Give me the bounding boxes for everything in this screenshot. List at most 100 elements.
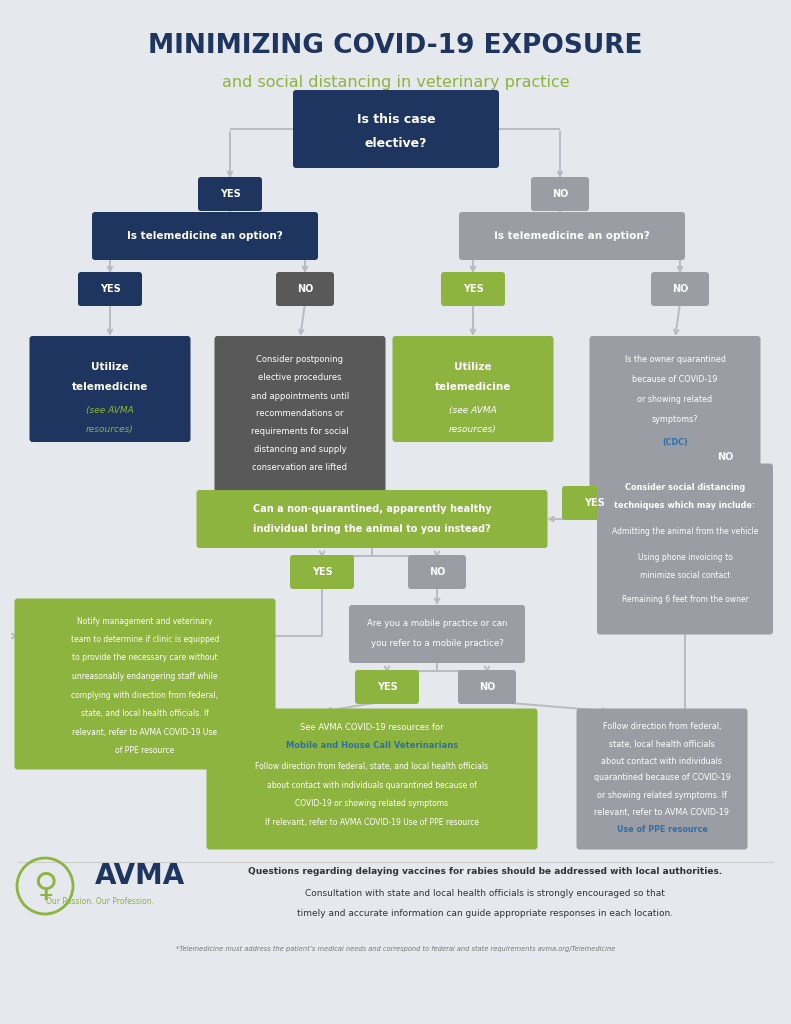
Text: telemedicine: telemedicine [72, 382, 148, 392]
FancyBboxPatch shape [562, 486, 626, 520]
Text: about contact with individuals quarantined because of: about contact with individuals quarantin… [267, 780, 477, 790]
Text: YES: YES [220, 189, 240, 199]
FancyBboxPatch shape [92, 212, 318, 260]
Text: or showing related symptoms. If: or showing related symptoms. If [597, 792, 727, 801]
Text: to provide the necessary care without: to provide the necessary care without [72, 653, 218, 663]
Text: timely and accurate information can guide appropriate responses in each location: timely and accurate information can guid… [297, 909, 673, 919]
Text: distancing and supply: distancing and supply [254, 445, 346, 455]
Text: YES: YES [463, 284, 483, 294]
Text: Admitting the animal from the vehicle: Admitting the animal from the vehicle [611, 526, 759, 536]
Text: Notify management and veterinary: Notify management and veterinary [78, 616, 213, 626]
FancyBboxPatch shape [29, 336, 191, 442]
Text: quarantined because of COVID-19: quarantined because of COVID-19 [593, 773, 730, 782]
Text: recommendations or: recommendations or [256, 410, 344, 419]
Text: Mobile and House Call Veterinarians: Mobile and House Call Veterinarians [286, 741, 458, 751]
FancyBboxPatch shape [408, 555, 466, 589]
Text: Follow direction from federal,: Follow direction from federal, [603, 723, 721, 731]
Text: state, and local health officials. If: state, and local health officials. If [81, 709, 209, 718]
Text: elective?: elective? [365, 136, 427, 150]
Text: and social distancing in veterinary practice: and social distancing in veterinary prac… [221, 75, 570, 89]
Text: unreasonably endangering staff while: unreasonably endangering staff while [72, 672, 218, 681]
FancyBboxPatch shape [290, 555, 354, 589]
Text: Using phone invoicing to: Using phone invoicing to [638, 553, 732, 561]
Text: See AVMA COVID-19 resources for: See AVMA COVID-19 resources for [301, 723, 444, 731]
Text: of PPE resource: of PPE resource [115, 746, 175, 755]
FancyBboxPatch shape [651, 272, 709, 306]
FancyBboxPatch shape [349, 605, 525, 663]
Text: Are you a mobile practice or can: Are you a mobile practice or can [367, 620, 507, 629]
Text: resources): resources) [86, 425, 134, 433]
Text: requirements for social: requirements for social [252, 427, 349, 436]
Text: you refer to a mobile practice?: you refer to a mobile practice? [371, 640, 503, 648]
Text: Use of PPE resource: Use of PPE resource [616, 825, 707, 835]
Text: Is the owner quarantined: Is the owner quarantined [625, 354, 725, 364]
Text: relevant, refer to AVMA COVID-19: relevant, refer to AVMA COVID-19 [595, 809, 729, 817]
FancyBboxPatch shape [276, 272, 334, 306]
FancyBboxPatch shape [696, 440, 754, 474]
Text: and appointments until: and appointments until [251, 391, 349, 400]
Text: NO: NO [479, 682, 495, 692]
Text: Can a non-quarantined, apparently healthy: Can a non-quarantined, apparently health… [252, 504, 491, 514]
Text: YES: YES [377, 682, 397, 692]
Text: NO: NO [672, 284, 688, 294]
Text: Is telemedicine an option?: Is telemedicine an option? [127, 231, 283, 241]
FancyBboxPatch shape [78, 272, 142, 306]
FancyBboxPatch shape [198, 177, 262, 211]
Text: or showing related: or showing related [638, 394, 713, 403]
Text: Consultation with state and local health officials is strongly encouraged so tha: Consultation with state and local health… [305, 890, 665, 898]
Text: MINIMIZING COVID-19 EXPOSURE: MINIMIZING COVID-19 EXPOSURE [148, 33, 643, 59]
Text: Consider postponing: Consider postponing [256, 355, 343, 365]
FancyBboxPatch shape [531, 177, 589, 211]
Text: because of COVID-19: because of COVID-19 [632, 375, 717, 384]
FancyBboxPatch shape [214, 336, 385, 492]
Text: elective procedures: elective procedures [258, 374, 342, 383]
Text: Follow direction from federal, state, and local health officials: Follow direction from federal, state, an… [255, 762, 489, 770]
Text: (see AVMA: (see AVMA [86, 407, 134, 416]
FancyBboxPatch shape [392, 336, 554, 442]
Text: If relevant, refer to AVMA COVID-19 Use of PPE resource: If relevant, refer to AVMA COVID-19 Use … [265, 818, 479, 827]
Text: YES: YES [100, 284, 120, 294]
FancyBboxPatch shape [459, 212, 685, 260]
Text: ♀: ♀ [32, 869, 57, 902]
Text: individual bring the animal to you instead?: individual bring the animal to you inste… [253, 524, 491, 534]
Text: *Telemedicine must address the patient’s medical needs and correspond to federal: *Telemedicine must address the patient’s… [176, 946, 615, 952]
Text: minimize social contact: minimize social contact [640, 570, 730, 580]
FancyBboxPatch shape [589, 336, 760, 492]
Text: relevant, refer to AVMA COVID-19 Use: relevant, refer to AVMA COVID-19 Use [73, 727, 218, 736]
Text: resources): resources) [449, 425, 497, 433]
Text: Consider social distancing: Consider social distancing [625, 482, 745, 492]
Text: AVMA: AVMA [95, 862, 185, 890]
Text: (CDC): (CDC) [662, 437, 688, 446]
Text: Is telemedicine an option?: Is telemedicine an option? [494, 231, 650, 241]
FancyBboxPatch shape [355, 670, 419, 705]
Text: NO: NO [552, 189, 568, 199]
Text: Remaining 6 feet from the owner: Remaining 6 feet from the owner [622, 596, 748, 604]
Text: NO: NO [429, 567, 445, 577]
FancyBboxPatch shape [206, 709, 538, 850]
Text: COVID-19 or showing related symptoms: COVID-19 or showing related symptoms [295, 799, 448, 808]
Text: Our Passion. Our Profession.: Our Passion. Our Profession. [46, 897, 154, 906]
FancyBboxPatch shape [577, 709, 747, 850]
FancyBboxPatch shape [458, 670, 516, 705]
FancyBboxPatch shape [14, 598, 275, 769]
Text: about contact with individuals: about contact with individuals [601, 757, 722, 766]
Text: NO: NO [297, 284, 313, 294]
Text: Questions regarding delaying vaccines for rabies should be addressed with local : Questions regarding delaying vaccines fo… [248, 867, 722, 877]
FancyBboxPatch shape [196, 490, 547, 548]
Text: conservation are lifted: conservation are lifted [252, 464, 347, 472]
Text: telemedicine: telemedicine [435, 382, 511, 392]
Text: NO: NO [717, 452, 733, 462]
Text: Utilize: Utilize [454, 362, 492, 372]
FancyBboxPatch shape [441, 272, 505, 306]
Text: complying with direction from federal,: complying with direction from federal, [71, 690, 218, 699]
FancyBboxPatch shape [293, 90, 499, 168]
Text: Is this case: Is this case [357, 113, 435, 126]
Text: (see AVMA: (see AVMA [449, 407, 497, 416]
Text: YES: YES [312, 567, 332, 577]
FancyBboxPatch shape [597, 464, 773, 635]
Text: YES: YES [584, 498, 604, 508]
Text: team to determine if clinic is equipped: team to determine if clinic is equipped [71, 635, 219, 644]
Text: state, local health officials: state, local health officials [609, 739, 715, 749]
Text: Utilize: Utilize [91, 362, 129, 372]
Text: symptoms?: symptoms? [652, 415, 698, 424]
